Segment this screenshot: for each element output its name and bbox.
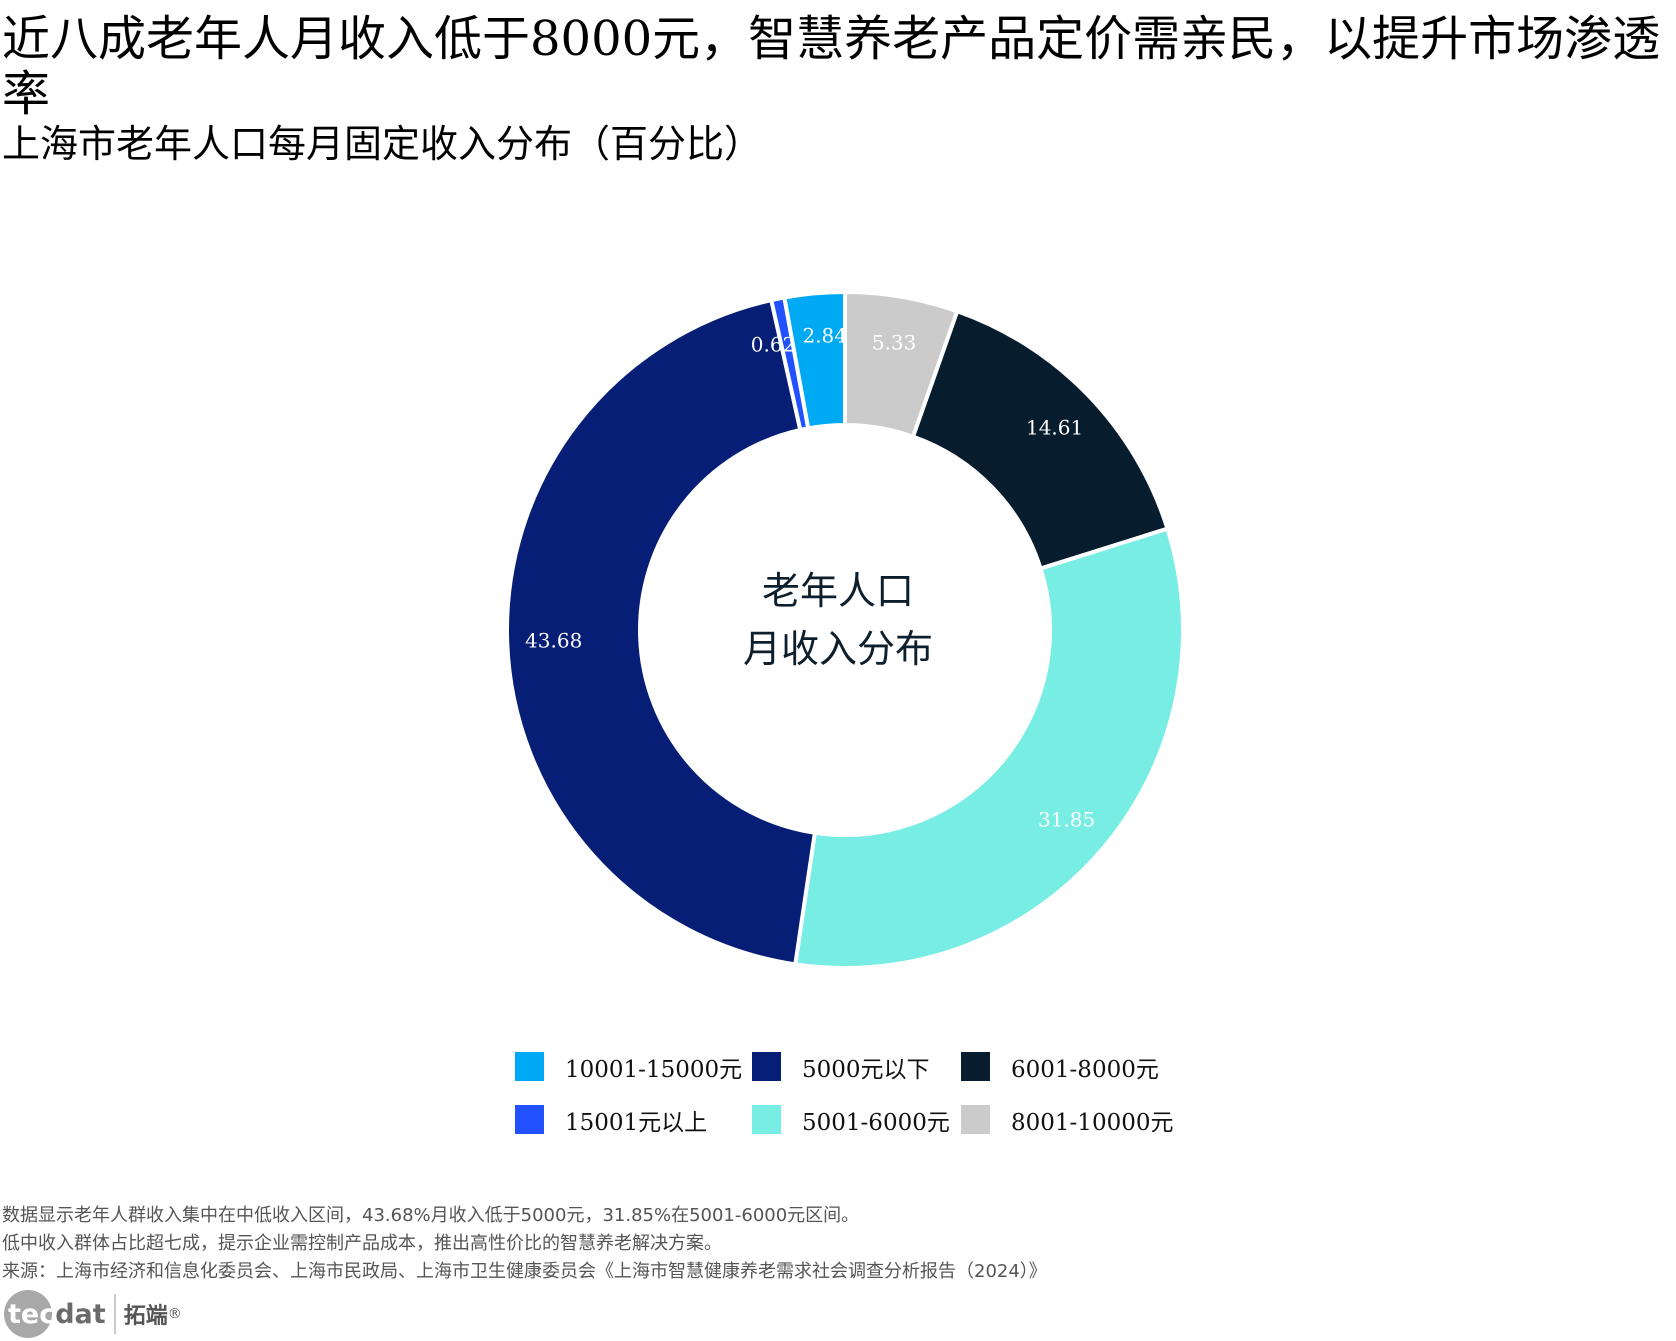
note-insight: 数据显示老年人群收入集中在中低收入区间，43.68%月收入低于5000元，31.…: [2, 1205, 860, 1226]
legend-item-10001-15000[interactable]: 10001-15000元: [515, 1052, 743, 1083]
legend-swatch: [515, 1052, 544, 1081]
legend-swatch: [752, 1052, 781, 1081]
legend-label: 5000元以下: [802, 1056, 930, 1083]
slice-value-label: 2.84: [802, 324, 847, 348]
slice-value-label: 31.85: [1038, 807, 1095, 831]
slice-value-label: 0.62: [751, 332, 796, 356]
chart-subtitle: 上海市老年人口每月固定收入分布（百分比）: [2, 122, 763, 166]
logo-divider: [113, 1294, 116, 1334]
legend-swatch: [961, 1105, 990, 1134]
footnotes: 数据显示老年人群收入集中在中低收入区间，43.68%月收入低于5000元，31.…: [2, 1202, 1047, 1286]
legend: 10001-15000元 5000元以下 6001-8000元 15001元以上…: [515, 1052, 1215, 1142]
donut-slice[interactable]: [782, 289, 847, 431]
slice-value-label: 43.68: [525, 629, 582, 653]
slice-labels: 5.33 14.61 31.85 43.68 0.62 2.84: [525, 324, 1095, 832]
note-source: 来源：上海市经济和信息化委员会、上海市民政局、上海市卫生健康委员会《上海市智慧健…: [2, 1261, 1047, 1282]
registered-mark-icon: ®: [167, 1306, 182, 1322]
slice-value-label: 14.61: [1026, 415, 1083, 439]
legend-swatch: [961, 1052, 990, 1081]
legend-label: 15001元以上: [565, 1109, 708, 1136]
legend-swatch: [752, 1105, 781, 1134]
logo-wordmark: tecdat: [8, 1298, 106, 1330]
note-implication: 低中收入群体占比超七成，提示企业需控制产品成本，推出高性价比的智慧养老解决方案。: [2, 1233, 722, 1254]
slice-value-label: 5.33: [872, 331, 917, 355]
donut-slices: [505, 289, 1185, 970]
legend-label: 10001-15000元: [565, 1056, 743, 1083]
legend-label: 6001-8000元: [1011, 1056, 1159, 1083]
donut-slice[interactable]: [792, 526, 1185, 970]
donut-chart: 5.33 14.61 31.85 43.68 0.62 2.84 老年人口 月收入分布: [505, 289, 1185, 970]
legend-swatch: [515, 1105, 544, 1134]
donut-slice[interactable]: [910, 308, 1170, 572]
logo-circle-icon: [4, 1290, 52, 1338]
center-label-line-1: 老年人口: [762, 569, 914, 613]
legend-item-5001-6000[interactable]: 5001-6000元: [752, 1105, 950, 1136]
legend-label: 8001-10000元: [1011, 1109, 1174, 1136]
legend-item-5000-below[interactable]: 5000元以下: [752, 1052, 930, 1083]
legend-item-15001-above[interactable]: 15001元以上: [515, 1105, 708, 1136]
chart-title: 近八成老年人月收入低于8000元，智慧养老产品定价需亲民，以提升市场渗透率: [2, 11, 1661, 122]
logo-chinese-name: 拓端: [123, 1304, 168, 1329]
donut-slice[interactable]: [505, 297, 818, 967]
legend-item-8001-10000[interactable]: 8001-10000元: [961, 1105, 1174, 1136]
brand-logo: tecdat 拓端 ®: [4, 1290, 182, 1338]
legend-item-6001-8000[interactable]: 6001-8000元: [961, 1052, 1159, 1083]
center-label-line-2: 月收入分布: [743, 627, 933, 671]
legend-label: 5001-6000元: [802, 1109, 950, 1136]
